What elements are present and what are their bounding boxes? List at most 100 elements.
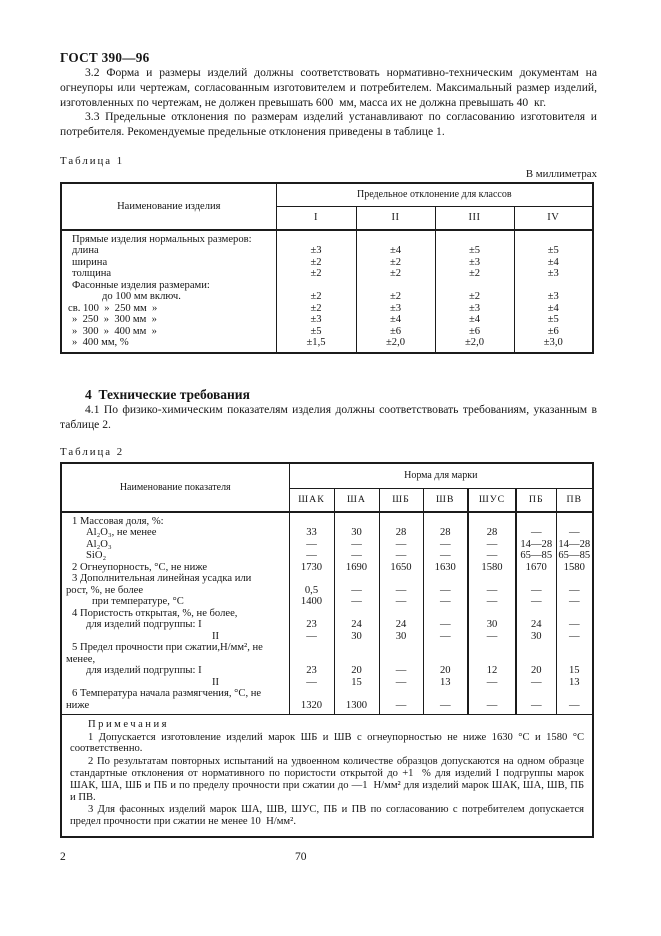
table2-row: для изделий подгруппы: I 23 24 24—30 24— <box>61 619 594 631</box>
cell-value: — <box>555 527 594 539</box>
cell-value <box>378 688 423 700</box>
cell-value <box>333 653 379 666</box>
cell-value: 30 <box>515 630 556 643</box>
cell-value: — <box>467 550 516 562</box>
cell-value: ±3,0 <box>513 337 594 353</box>
table1-row: Фасонные изделия размерами: <box>61 279 594 292</box>
table2-row: при температуре, °С 1400— — — — — — <box>61 596 594 608</box>
table1-class-col: I <box>275 205 357 231</box>
cell-value: 15 <box>555 665 594 677</box>
table2-mark-col: ШВ <box>422 487 469 513</box>
cell-value <box>422 607 468 620</box>
cell-value: 0,5 <box>288 584 334 597</box>
cell-value: 23 <box>288 619 334 631</box>
table2-header-group: Норма для марки <box>288 462 594 489</box>
cell-value: 65—85 <box>555 550 594 562</box>
cell-value: ±5 <box>275 325 356 338</box>
table1-row: » 400 мм, % ±1,5 ±2,0 ±2,0 ±3,0 <box>61 337 594 353</box>
table1-row: ширина ±2 ±2 ±3 ±4 <box>61 256 594 269</box>
cell-value: 20 <box>333 665 379 677</box>
cell-value: 65—85 <box>515 550 556 562</box>
cell-value <box>378 573 423 585</box>
cell-value: — <box>378 550 423 562</box>
table2-mark-col: ШАК <box>288 487 335 513</box>
cell-value: 1300 <box>333 699 379 715</box>
table2-row: для изделий подгруппы: I 23 20—20 12 20 15 <box>61 665 594 677</box>
row-label: до 100 мм включ. <box>102 291 181 303</box>
cell-value: 33 <box>288 527 334 539</box>
cell-value: — <box>422 584 468 597</box>
table2-row: 6 Температура начала размягчения, °С, не <box>61 688 594 700</box>
table2-row: рост, %, не более 0,5— — — — — — <box>61 584 594 597</box>
cell-value <box>555 642 594 654</box>
cell-value: — <box>422 699 468 715</box>
cell-value <box>467 607 516 620</box>
cell-value: ±2 <box>275 291 356 303</box>
row-label: 4 Пористость открытая, %, не более, <box>72 607 238 619</box>
cell-value: ±2 <box>275 268 356 280</box>
row-label: 1 Массовая доля, %: <box>72 515 164 527</box>
cell-value <box>555 511 594 528</box>
cell-value <box>288 573 334 585</box>
table1-row: » 300 » 400 мм » ±5 ±6 ±6 ±6 <box>61 325 594 338</box>
cell-value: — <box>467 699 516 715</box>
row-label: » 250 » 300 мм » <box>72 314 157 326</box>
cell-value: 20 <box>422 665 468 677</box>
cell-value: — <box>333 550 379 562</box>
cell-value: — <box>333 584 379 597</box>
cell-value: 30 <box>333 630 379 643</box>
cell-value <box>515 573 556 585</box>
cell-value <box>513 279 594 292</box>
row-label: рост, %, не более <box>66 584 144 596</box>
table2-row: 4 Пористость открытая, %, не более, <box>61 607 594 620</box>
document-page: ГОСТ 390—96 3.2 Форма и размеры изделий … <box>60 50 597 867</box>
cell-value: ±3 <box>275 245 356 257</box>
cell-value: — <box>333 538 379 551</box>
cell-value: — <box>422 538 468 551</box>
cell-value: — <box>467 676 516 689</box>
cell-value <box>555 607 594 620</box>
cell-value: — <box>515 527 556 539</box>
cell-value: — <box>378 538 423 551</box>
cell-value: 28 <box>422 527 468 539</box>
cell-value <box>288 653 334 666</box>
table1: Наименование изделия Предельное отклонен… <box>60 181 595 354</box>
cell-value: 1400 <box>288 596 334 608</box>
cell-value: — <box>515 676 556 689</box>
table2-row: Al₂O₃, не менее 33 30 28 28 28— — <box>61 527 594 539</box>
cell-value: ±6 <box>513 325 594 338</box>
cell-value <box>467 653 516 666</box>
cell-value <box>434 229 514 246</box>
cell-value: ±3 <box>513 291 594 303</box>
cell-value <box>515 607 556 620</box>
cell-value <box>555 688 594 700</box>
cell-value <box>333 607 379 620</box>
page-footer: 2 70 <box>60 851 597 867</box>
cell-value: ±5 <box>434 245 514 257</box>
cell-value <box>515 511 556 528</box>
cell-value: ±2,0 <box>355 337 435 353</box>
cell-value: ±6 <box>355 325 435 338</box>
row-label: Прямые изделия нормальных размеров: <box>72 233 252 245</box>
row-label: II <box>212 676 220 688</box>
cell-value <box>515 688 556 700</box>
cell-value: 1650 <box>378 561 423 574</box>
cell-value: — <box>378 584 423 597</box>
cell-value: ±3 <box>355 302 435 315</box>
table1-units: В миллиметрах <box>525 167 597 180</box>
cell-value <box>513 229 594 246</box>
cell-value: 14—28 <box>555 538 594 551</box>
cell-value: 28 <box>467 527 516 539</box>
row-label: толщина <box>72 268 112 280</box>
cell-value <box>333 688 379 700</box>
cell-value: 1630 <box>422 561 468 574</box>
table2-row: SiO₂ — — — — —65—85 65—85 <box>61 550 594 562</box>
cell-value: ±4 <box>434 314 514 326</box>
cell-value <box>333 573 379 585</box>
cell-value <box>333 511 379 528</box>
cell-value <box>288 607 334 620</box>
cell-value: ±2 <box>434 291 514 303</box>
cell-value: 30 <box>378 630 423 643</box>
cell-value: — <box>467 584 516 597</box>
cell-value: — <box>378 699 423 715</box>
